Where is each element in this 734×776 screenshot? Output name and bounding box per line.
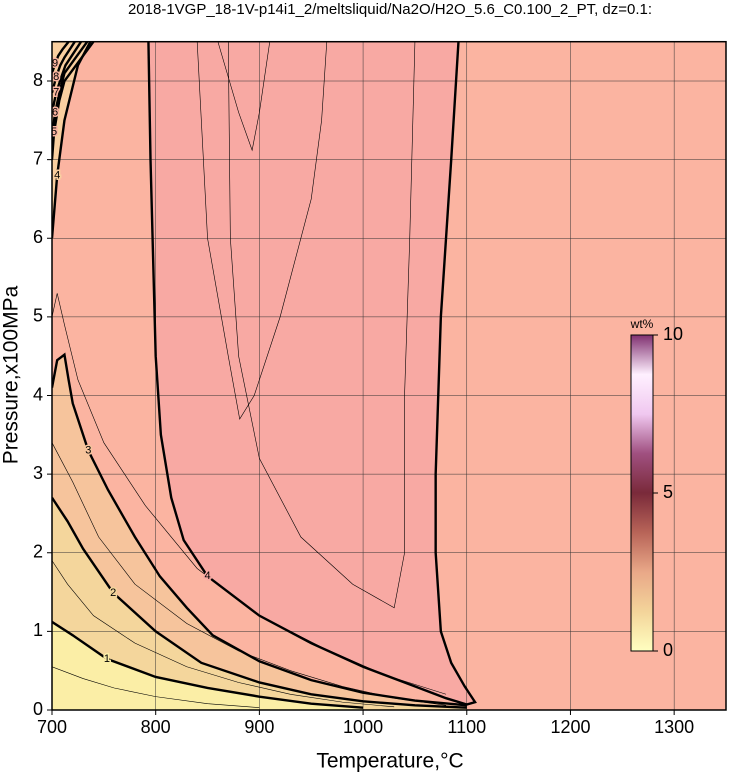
contour-line [52,620,364,709]
contour-label: 5 [51,126,57,138]
y-tick-label: 0 [33,699,43,719]
contour-fill [52,621,364,710]
contour-line [52,41,95,160]
plot-frame [51,40,727,711]
contour-line [147,41,477,706]
x-tick-label: 1000 [343,717,383,737]
y-tick-label: 1 [33,620,43,640]
contour-line [52,41,89,137]
plot-area: 4 4 3 2 1 5 6 7 89 [51,41,726,710]
contour-label: 4 [204,570,210,582]
colorbar [630,334,654,652]
contour-label: 2 [110,587,116,599]
colorbar-tick-label: 0 [663,640,673,660]
y-tick-label: 5 [33,306,43,326]
y-tick-label: 3 [33,463,43,483]
contour-line [196,41,328,420]
x-tick-label: 1100 [447,717,486,737]
contour-line [52,293,447,695]
y-tick-label: 6 [33,227,43,247]
y-tick-label: 8 [33,70,43,90]
colorbar-label: wt% [630,317,654,331]
contour-line [52,560,395,708]
contour-line [227,41,416,609]
contour-label: 8 [53,71,59,83]
contour-line [52,666,260,708]
contour-line [52,352,467,707]
y-tick-label: 7 [33,148,43,168]
axes: 700 800 900 1000 1100 1200 13000123456780510wt… [33,40,727,737]
x-tick-label: 1300 [654,717,694,737]
x-axis-label: Temperature,°C [316,750,463,773]
chart-title: 2018-1VGP_18-1V-p14i1_2/meltsliquid/Na2O… [128,1,652,18]
y-tick-label: 2 [33,542,43,562]
contour-label: 3 [85,444,91,456]
contour-label: 4 [54,169,60,181]
contour-label: 9 [52,58,58,70]
contour-line [52,442,447,706]
contour-line [52,41,76,94]
x-tick-label: 700 [37,717,67,737]
x-tick-label: 900 [244,717,274,737]
x-tick-label: 1200 [550,717,590,737]
x-tick-label: 800 [141,717,171,737]
colorbar-tick-label: 5 [663,482,673,502]
contour-line [217,41,271,152]
contour-label: 6 [52,106,58,118]
contour-line [52,41,83,113]
contour-line [52,497,467,709]
contour-line [52,41,70,74]
contour-label: 7 [53,87,59,99]
y-axis-label: Pressure,x100MPa [0,285,23,464]
contour-label: 1 [104,653,110,665]
colorbar-tick-label: 10 [663,324,683,344]
y-tick-label: 4 [33,384,43,404]
